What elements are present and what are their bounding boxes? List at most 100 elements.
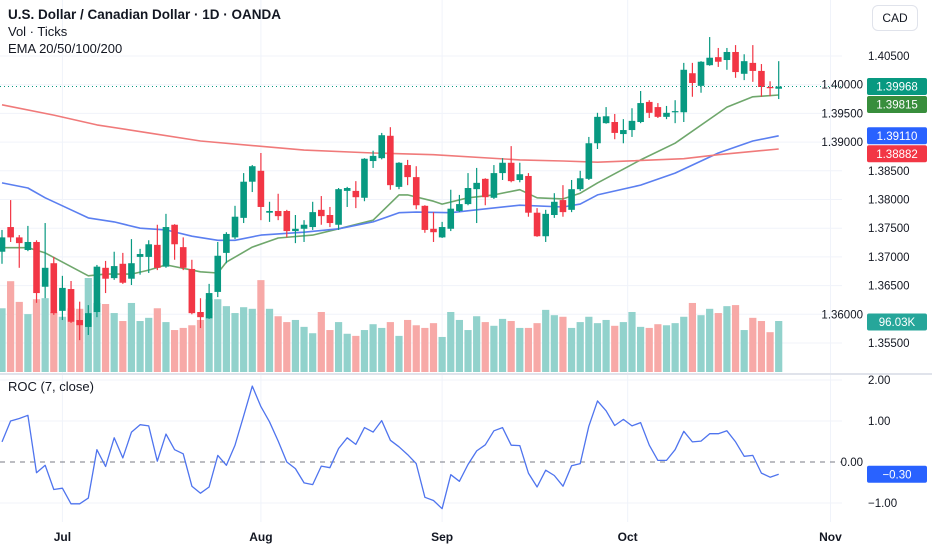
candle-body — [93, 266, 101, 313]
volume-bar — [516, 327, 524, 372]
candle-body — [387, 135, 394, 186]
candle-body — [663, 112, 670, 117]
volume-bar — [214, 299, 222, 372]
candle-body — [602, 116, 610, 124]
candle-body — [248, 166, 256, 182]
candle-body — [525, 175, 532, 213]
time-tick-label: Aug — [249, 530, 272, 544]
volume-bar — [119, 321, 127, 372]
last-price-badge-text: 1.39968 — [876, 82, 918, 94]
candle-body — [274, 210, 282, 217]
price-tick-label: 1.39500 — [821, 108, 863, 120]
ema-legend[interactable]: EMA 20/50/100/200 — [8, 41, 123, 56]
volume-bar — [265, 308, 274, 372]
price-tick-label: 1.37000 — [868, 252, 910, 264]
volume-bar — [680, 316, 688, 372]
volume-bar — [171, 330, 179, 372]
candle-body — [119, 263, 127, 283]
volume-bars — [0, 278, 783, 372]
candle-body — [421, 205, 429, 230]
volume-bar — [404, 319, 412, 372]
candle-body — [136, 254, 144, 257]
candle-body — [559, 200, 567, 213]
volume-bar — [473, 316, 481, 372]
price-tick-label: 1.37500 — [868, 223, 910, 235]
candle-body — [214, 255, 222, 292]
ema-line-ema100 — [1, 104, 779, 163]
candle-body — [438, 227, 446, 238]
candle-body — [33, 241, 40, 294]
volume-bar — [274, 316, 282, 372]
roc-line — [1, 385, 779, 510]
volume-bar — [593, 323, 602, 372]
ema-line-ema50 — [1, 135, 779, 242]
volume-bar — [24, 314, 32, 372]
candle-body — [378, 135, 386, 159]
volume-bar — [41, 298, 49, 372]
candle-body — [516, 174, 524, 180]
volume-bar — [559, 316, 567, 372]
candle-body — [145, 244, 153, 257]
candle-body — [7, 227, 14, 238]
roc-badge — [867, 465, 927, 483]
ema20-badge — [867, 96, 927, 114]
volume-bar — [300, 326, 308, 372]
volume-bar — [481, 322, 489, 372]
price-axis[interactable]: 1.40500 1.40000 1.39500 1.39000 1.38500 1.380… — [821, 51, 909, 510]
volume-bar — [145, 317, 153, 372]
volume-bar — [0, 308, 6, 372]
volume-bar — [619, 322, 627, 372]
price-tick-label: 1.38000 — [868, 195, 910, 207]
volume-bar — [240, 307, 248, 372]
volume-bar — [429, 323, 438, 372]
volume-bar — [585, 316, 593, 372]
candle-body — [620, 130, 627, 135]
ema50-badge — [867, 127, 927, 145]
time-tick-label: Oct — [618, 530, 638, 544]
volume-bar — [360, 330, 369, 372]
candle-body — [568, 189, 575, 210]
volume-bar — [533, 323, 541, 372]
volume-bar — [291, 319, 300, 372]
volume-bar — [326, 330, 334, 372]
roc-tick-label: −1.00 — [868, 498, 897, 510]
volume-bar — [412, 325, 420, 372]
candle-body — [205, 293, 213, 319]
time-tick-label: Nov — [819, 530, 842, 544]
candle-body — [292, 228, 299, 232]
candle-body — [283, 210, 291, 232]
candle-body — [714, 57, 722, 62]
volume-bar — [222, 306, 230, 372]
candle-body — [775, 86, 782, 89]
volume-bar — [507, 321, 515, 372]
candle-body — [85, 313, 92, 327]
candle-body — [41, 267, 49, 287]
volume-bar — [447, 311, 455, 372]
volume-bar — [257, 280, 265, 372]
volume-bar — [688, 302, 696, 372]
candle-body — [749, 62, 757, 71]
candle-body — [758, 70, 765, 87]
time-axis[interactable]: Jul Aug Sep Oct Nov — [54, 530, 842, 544]
volume-bar — [136, 321, 144, 372]
candle-body — [611, 122, 619, 133]
price-tick-label: 1.36500 — [868, 281, 910, 293]
ema100-badge-text: 1.38882 — [876, 149, 918, 161]
candle-body — [179, 247, 187, 268]
candle-body — [645, 101, 653, 113]
volume-bar — [576, 322, 584, 372]
volume-bar — [464, 330, 472, 372]
symbol-title[interactable]: U.S. Dollar / Canadian Dollar · 1D · OAN… — [8, 7, 282, 22]
candle-body — [766, 86, 774, 89]
candle-body — [464, 188, 472, 205]
candle-body — [404, 165, 411, 178]
roc-legend[interactable]: ROC (7, close) — [8, 379, 94, 394]
candle-body — [576, 178, 584, 190]
volume-bar — [542, 309, 550, 372]
candle-body — [740, 61, 748, 74]
candle-body — [473, 182, 480, 190]
volume-legend[interactable]: Vol · Ticks — [8, 24, 68, 39]
volume-bar — [352, 335, 360, 372]
currency-button[interactable]: CAD — [872, 5, 918, 31]
